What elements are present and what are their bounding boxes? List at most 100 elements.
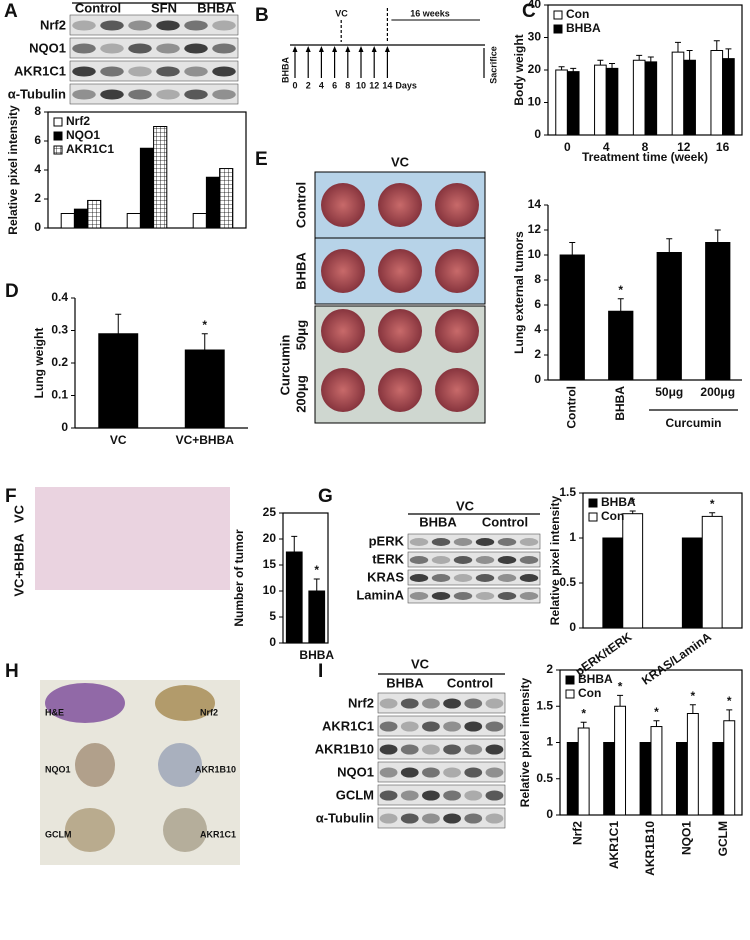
blot-band	[72, 20, 96, 31]
x-tick-label: 8	[642, 140, 649, 154]
bar	[566, 742, 579, 816]
photo-row-label: 50μg	[293, 320, 308, 350]
blot-band	[497, 592, 517, 600]
bar	[87, 199, 102, 229]
legend-label: NQO1	[66, 128, 100, 142]
annotation: *	[654, 705, 659, 719]
lung	[378, 249, 422, 293]
bar	[622, 513, 644, 629]
y-tick-label: 12	[528, 222, 542, 236]
annotation: *	[691, 689, 696, 703]
annotation: *	[710, 497, 715, 511]
y-tick-label: 0.4	[51, 290, 68, 304]
legend-swatch	[588, 512, 598, 522]
legend-swatch	[565, 675, 575, 685]
annotation: *	[314, 563, 319, 577]
blot-band	[422, 698, 440, 709]
plot-frame	[582, 492, 743, 629]
y-tick-label: 1	[546, 735, 553, 749]
row-label: α-Tubulin	[8, 86, 66, 101]
blot-band	[422, 721, 440, 732]
error-bar	[725, 48, 732, 59]
row-label: NQO1	[29, 40, 66, 55]
annotation: *	[202, 318, 207, 332]
blot-band	[453, 538, 473, 546]
y-tick-label: 0	[269, 635, 276, 649]
blot-band	[519, 574, 539, 582]
y-axis-label: Relative pixel intensity	[518, 677, 532, 807]
blot-band	[422, 790, 440, 801]
blot-band	[422, 813, 440, 824]
day-label: 4	[319, 80, 324, 90]
bar	[650, 726, 663, 816]
lung	[321, 249, 365, 293]
x-tick-label: 12	[677, 140, 691, 154]
legend-label: Con	[566, 7, 589, 21]
bar	[710, 50, 724, 136]
blot-band	[464, 698, 483, 709]
lung	[378, 183, 422, 227]
arrow-head	[358, 46, 364, 52]
blot-strip	[377, 784, 506, 806]
day-label: 10	[356, 80, 366, 90]
x-tick-label: BHBA	[613, 386, 627, 421]
blot-band	[184, 89, 208, 100]
legend-label: AKR1C1	[66, 142, 114, 156]
blot-title: VC	[456, 498, 475, 513]
row-label: NQO1	[337, 764, 374, 779]
lane-label: Control	[482, 514, 528, 529]
x-tick-label: AKR1C1	[607, 821, 621, 869]
blot-band	[443, 813, 461, 824]
y-tick-label: 10	[263, 583, 277, 597]
bar	[723, 720, 736, 816]
blot-strip	[407, 569, 541, 586]
vc-label: VC	[335, 8, 348, 18]
y-tick-label: 10	[528, 95, 542, 109]
stain	[158, 743, 202, 787]
bar	[705, 242, 731, 381]
blot-band	[212, 89, 236, 100]
lane-label: BHBA	[419, 514, 457, 529]
error-bar	[570, 67, 577, 72]
photo-row-label: Control	[293, 182, 308, 228]
error-bar	[666, 238, 673, 253]
blot-title: VC	[411, 656, 430, 671]
bar	[701, 515, 723, 629]
row-label: Nrf2	[40, 17, 66, 32]
bar	[602, 537, 624, 629]
bar	[686, 713, 699, 816]
bar	[139, 147, 155, 229]
x-tick-label: VC	[110, 433, 127, 447]
blot-band	[464, 721, 483, 732]
x-tick-label: NQO1	[680, 821, 694, 855]
bar	[559, 254, 585, 381]
bar	[608, 310, 634, 381]
lane-label: Control	[75, 0, 121, 15]
lung	[435, 249, 479, 293]
blot-band	[156, 43, 180, 54]
bar	[683, 59, 696, 136]
panel-letter: D	[5, 281, 19, 302]
y-tick-label: 14	[528, 197, 542, 211]
panel-letter: A	[4, 1, 18, 22]
error-bar	[714, 229, 721, 243]
x-tick-label: pERK/tERK	[573, 629, 635, 678]
blot-band	[422, 767, 440, 778]
y-tick-label: 0.5	[536, 771, 553, 785]
y-tick-label: 1	[569, 530, 576, 544]
legend-swatch	[53, 145, 63, 155]
blot-band	[409, 574, 429, 582]
arrow-head	[318, 46, 324, 52]
y-tick-label: 2	[34, 191, 41, 205]
group-label: Curcumin	[665, 416, 721, 430]
blot-band	[443, 721, 461, 732]
y-tick-label: 20	[528, 62, 542, 76]
row-label: pERK	[369, 533, 405, 548]
blot-band	[184, 43, 208, 54]
row-label: LaminA	[356, 587, 404, 602]
blot-band	[379, 721, 398, 732]
x-tick-label: 0	[564, 140, 571, 154]
blot-band	[497, 556, 517, 564]
blot-band	[212, 43, 236, 54]
